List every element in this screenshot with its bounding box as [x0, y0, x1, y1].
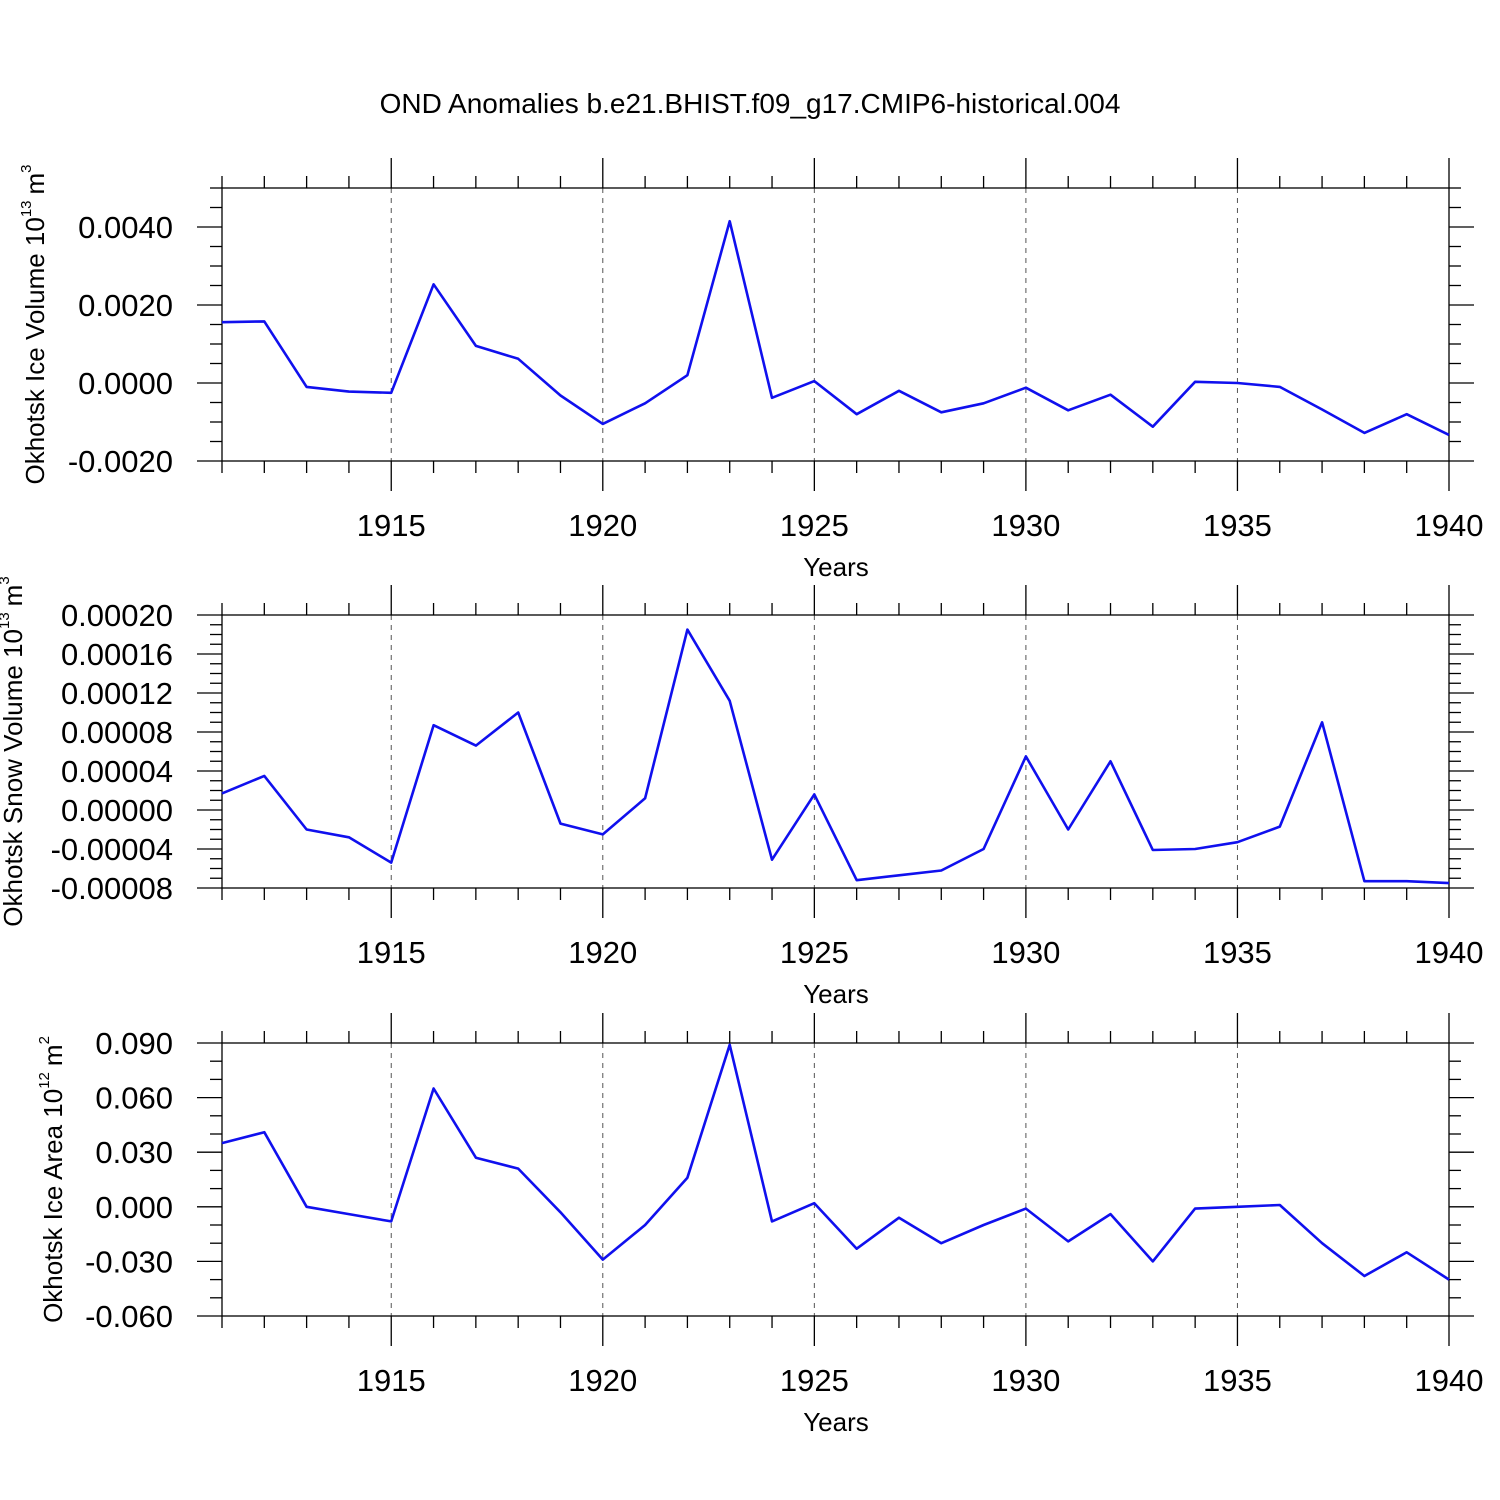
x-tick-label: 1930	[991, 935, 1060, 970]
y-tick-label: 0.090	[95, 1026, 173, 1061]
y-tick-label: 0.00016	[61, 637, 173, 672]
y-tick-label: 0.00004	[61, 754, 173, 789]
y-axis-label-exponent: 13	[18, 200, 35, 217]
plot-frame	[221, 1042, 1450, 1317]
y-axis-label-text: Okhotsk Ice Volume 10	[20, 217, 50, 484]
x-tick-label: 1940	[1415, 508, 1484, 543]
y-axis-label-exponent: 12	[36, 1072, 53, 1089]
y-tick-label: 0.0020	[78, 288, 173, 323]
x-tick-label: 1935	[1203, 1363, 1272, 1398]
x-tick-label: 1935	[1203, 935, 1272, 970]
x-tick-label: 1925	[780, 935, 849, 970]
panel-2: -0.00008 -0.00004 0.00000 0.00004 0.00008 0.0…	[0, 576, 1483, 1009]
y-tick-label: 0.00000	[61, 793, 173, 828]
panels: -0.0020 0.0000 0.0020 0.0040 1915 1920 1925 193…	[0, 158, 1483, 1437]
y-tick-label: -0.00004	[51, 832, 173, 867]
panel-1: -0.0020 0.0000 0.0020 0.0040 1915 1920 1925 193…	[18, 158, 1483, 582]
y-axis-label-unit-exponent: 3	[0, 576, 13, 584]
x-tick-label: 1915	[357, 935, 426, 970]
x-tick-label: 1925	[780, 508, 849, 543]
y-axis-label-unit: m	[0, 585, 28, 607]
y-tick-label: 0.00020	[61, 598, 173, 633]
x-tick-label: 1930	[991, 1363, 1060, 1398]
y-tick-label: 0.000	[95, 1190, 173, 1225]
y-tick-label: -0.00008	[51, 871, 173, 906]
y-tick-label: 0.0000	[78, 366, 173, 401]
plot-frame	[221, 614, 1450, 889]
y-axis-label-unit: m	[20, 173, 50, 195]
x-tick-label: 1925	[780, 1363, 849, 1398]
x-tick-label: 1920	[568, 1363, 637, 1398]
x-tick-label: 1915	[357, 1363, 426, 1398]
y-tick-label: -0.060	[85, 1299, 173, 1334]
y-tick-label: -0.030	[85, 1244, 173, 1279]
x-tick-label: 1935	[1203, 508, 1272, 543]
x-tick-label: 1915	[357, 508, 426, 543]
x-tick-label: 1930	[991, 508, 1060, 543]
y-axis-label: Okhotsk Snow Volume 1013 m3	[0, 576, 28, 926]
y-axis-label-exponent: 13	[0, 612, 13, 629]
y-tick-label: 0.00008	[61, 715, 173, 750]
y-axis-label: Okhotsk Ice Volume 1013 m3	[18, 164, 50, 484]
x-axis-label: Years	[803, 552, 869, 582]
series-line	[221, 1043, 1450, 1281]
y-tick-label: 0.0040	[78, 210, 173, 245]
x-tick-label: 1940	[1415, 1363, 1484, 1398]
y-axis-label-text: Okhotsk Snow Volume 10	[0, 629, 28, 927]
x-axis-label: Years	[803, 1407, 869, 1437]
y-tick-label: 0.060	[95, 1081, 173, 1116]
x-tick-label: 1940	[1415, 935, 1484, 970]
y-axis-label-unit: m	[38, 1044, 68, 1066]
y-tick-label: 0.030	[95, 1135, 173, 1170]
y-axis-label-unit-exponent: 3	[18, 164, 35, 172]
series-line	[221, 219, 1450, 437]
y-axis-label-unit-exponent: 2	[36, 1036, 53, 1044]
x-tick-label: 1920	[568, 508, 637, 543]
y-axis-label-text: Okhotsk Ice Area 10	[38, 1089, 68, 1323]
y-tick-label: 0.00012	[61, 676, 173, 711]
plot-frame	[221, 187, 1450, 462]
x-tick-label: 1920	[568, 935, 637, 970]
series-line	[221, 628, 1450, 885]
panel-3: -0.060 -0.030 0.000 0.030 0.060 0.090 1915 1920…	[36, 1013, 1483, 1437]
y-axis-label: Okhotsk Ice Area 1012 m2	[36, 1036, 68, 1323]
x-axis-label: Years	[803, 979, 869, 1009]
chart-title: OND Anomalies b.e21.BHIST.f09_g17.CMIP6-…	[380, 88, 1121, 119]
y-tick-label: -0.0020	[68, 444, 173, 479]
